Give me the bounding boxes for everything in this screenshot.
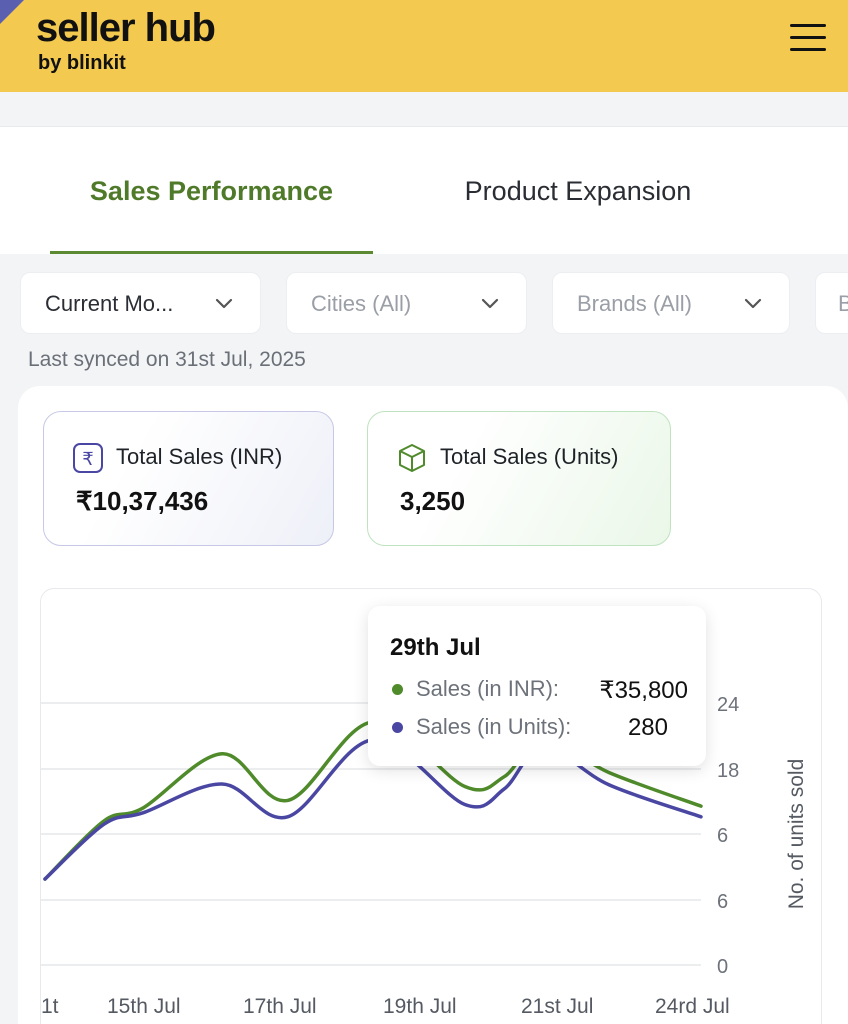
stat-title: Total Sales (INR) — [116, 444, 283, 469]
x-tick-label: 19th Jul — [383, 995, 457, 1018]
hamburger-menu-icon[interactable] — [788, 18, 828, 58]
chart-tooltip: 29th Jul Sales (in INR): ₹35,800 Sales (… — [368, 606, 706, 766]
x-tick-label: 1t — [41, 995, 59, 1018]
y-tick-label: 6 — [717, 825, 728, 847]
corner-mark — [0, 0, 24, 24]
chevron-down-icon — [215, 298, 233, 309]
tooltip-value: 280 — [627, 714, 668, 741]
filter-label: Current Mo... — [45, 291, 174, 316]
active-tab-indicator — [50, 251, 373, 254]
y-tick-label: 18 — [717, 760, 739, 782]
date-range-filter[interactable]: Current Mo... — [20, 272, 261, 334]
total-sales-units-card[interactable]: Total Sales (Units) 3,250 — [367, 411, 671, 546]
brands-filter[interactable]: Brands (All) — [552, 272, 790, 334]
filter-label: Cities (All) — [311, 291, 412, 316]
more-filter[interactable]: B — [815, 272, 848, 334]
x-tick-label: 24rd Jul — [655, 995, 730, 1018]
y-tick-label: 0 — [717, 956, 728, 978]
stat-value: 3,250 — [400, 486, 466, 516]
y-tick-label: 6 — [717, 891, 728, 913]
logo-subtitle: by blinkit — [38, 52, 126, 75]
filter-label: Brands (All) — [577, 291, 692, 316]
app-header: seller hub by blinkit — [0, 0, 848, 92]
y-axis-label: No. of units sold — [785, 759, 808, 910]
tooltip-label: Sales (in Units): — [416, 714, 572, 739]
cities-filter[interactable]: Cities (All) — [286, 272, 527, 334]
filter-label: B — [838, 291, 848, 316]
tooltip-date: 29th Jul — [390, 634, 481, 661]
legend-dot-inr — [392, 684, 403, 695]
x-tick-label: 17th Jul — [243, 995, 317, 1018]
tooltip-value: ₹35,800 — [599, 677, 688, 704]
x-tick-label: 21st Jul — [521, 995, 593, 1018]
stat-value: ₹10,37,436 — [76, 486, 209, 516]
tab-sales-performance[interactable]: Sales Performance — [89, 175, 334, 206]
box-icon — [399, 444, 425, 472]
y-tick-label: 24 — [717, 694, 739, 716]
total-sales-inr-card[interactable]: ₹ Total Sales (INR) ₹10,37,436 — [43, 411, 334, 546]
x-tick-label: 15th Jul — [107, 995, 181, 1018]
stat-title: Total Sales (Units) — [440, 444, 619, 469]
last-synced-text: Last synced on 31st Jul, 2025 — [28, 348, 306, 371]
logo-title: seller hub — [36, 6, 216, 50]
logo-by: by — [38, 52, 62, 74]
rupee-icon: ₹ — [73, 443, 103, 473]
chevron-down-icon — [744, 298, 762, 309]
svg-text:₹: ₹ — [82, 449, 93, 470]
tab-product-expansion[interactable]: Product Expansion — [464, 175, 692, 206]
tooltip-label: Sales (in INR): — [416, 676, 560, 701]
legend-dot-units — [392, 722, 403, 733]
tab-bar: Sales Performance Product Expansion — [0, 126, 848, 254]
logo-brand: blinkit — [66, 52, 126, 74]
chevron-down-icon — [481, 298, 499, 309]
